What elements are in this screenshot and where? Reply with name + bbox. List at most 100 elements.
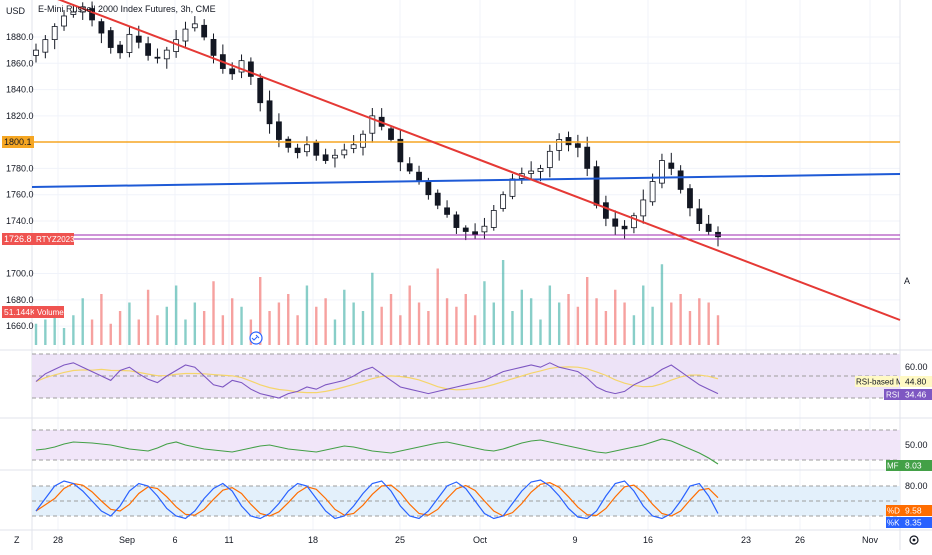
d-value-label: %D 9.58: [886, 505, 932, 516]
volume-bar: [324, 298, 327, 345]
candle: [500, 191, 507, 212]
candle: [462, 225, 469, 241]
volume-bar: [698, 298, 701, 345]
price-tick: 1660.0: [6, 321, 34, 331]
volume-bar: [417, 302, 421, 345]
candle: [388, 125, 394, 143]
volume-bar: [72, 315, 75, 345]
candle: [612, 210, 619, 236]
corner-a[interactable]: A: [904, 276, 910, 286]
price-tick: 1860.0: [6, 58, 34, 68]
mf-pane[interactable]: [32, 429, 900, 465]
time-tick: 28: [53, 535, 63, 545]
gear-icon[interactable]: [909, 535, 919, 545]
volume-bar: [193, 302, 197, 345]
volume-bar: [632, 315, 636, 345]
volume-bar: [184, 319, 187, 345]
volume-bar: [259, 277, 262, 345]
volume-bar: [483, 281, 486, 345]
last-price-badge: 1726.8 RTYZ2023: [2, 233, 75, 245]
blue-trendline[interactable]: [31, 173, 901, 188]
price-tick: 1780.0: [6, 163, 34, 173]
volume-bar: [520, 289, 524, 345]
svg-text:9.58: 9.58: [905, 506, 922, 516]
volume-bar: [305, 285, 309, 345]
candlesticks: [33, 1, 721, 247]
volume-bar: [333, 319, 337, 345]
candle: [434, 189, 441, 210]
volume-bar: [688, 311, 692, 345]
candle: [89, 1, 95, 27]
volume-bar: [707, 302, 710, 345]
volume-bar: [268, 311, 271, 345]
candle: [126, 26, 133, 58]
volume-bar: [371, 272, 374, 345]
currency-label: USD: [6, 6, 26, 16]
svg-text:1726.8: 1726.8: [4, 234, 32, 244]
volume-bar: [576, 306, 580, 345]
volume-bar: [679, 294, 682, 345]
volume-bar: [137, 319, 140, 345]
volume-bar: [548, 285, 552, 345]
stoch-pane[interactable]: [32, 479, 900, 520]
candle: [444, 200, 450, 218]
candle: [687, 184, 693, 217]
red-trendline[interactable]: [34, 0, 901, 321]
volume-bar: [296, 315, 299, 345]
price-tick: 1840.0: [6, 85, 34, 95]
time-tick: 9: [572, 535, 577, 545]
volume-bar: [249, 319, 253, 345]
volume-bar: [436, 268, 439, 345]
volume-bar: [44, 319, 47, 345]
candle: [350, 135, 357, 154]
candle: [705, 214, 712, 236]
price-tick: 1880.0: [6, 32, 34, 42]
candle: [397, 130, 404, 172]
volume-bars: [34, 260, 720, 345]
volume-bar: [118, 311, 122, 345]
candle: [98, 18, 105, 44]
candle: [528, 161, 535, 181]
volume-bar: [670, 302, 673, 345]
rsi-value-label: RSI 34.46: [884, 389, 932, 400]
candle: [659, 153, 665, 189]
candle: [304, 136, 310, 157]
volume-bar: [529, 298, 533, 345]
volume-bar: [343, 289, 346, 345]
rsi-pane[interactable]: [32, 353, 900, 399]
candle: [107, 27, 114, 54]
svg-text:44.80: 44.80: [905, 377, 927, 387]
volume-bar: [53, 306, 56, 345]
volume-bar: [642, 285, 645, 345]
volume-bar: [595, 298, 598, 345]
candle: [247, 57, 254, 85]
volume-bar: [660, 264, 664, 345]
corner-z[interactable]: Z: [14, 535, 20, 545]
candle: [677, 165, 684, 194]
stoch-tick: 80.00: [905, 481, 928, 491]
candle: [406, 157, 413, 175]
candle: [322, 148, 329, 164]
time-axis[interactable]: 28 Sep 6 11 18 25 Oct 9 16 23 26 Nov: [53, 535, 879, 545]
candle: [332, 149, 338, 168]
price-tick: 1680.0: [6, 295, 34, 305]
candle: [556, 133, 563, 161]
candle: [294, 143, 301, 159]
volume-bar: [408, 285, 411, 345]
volume-bar: [399, 315, 402, 345]
price-axis[interactable]: 1880.0 1860.0 1840.0 1820.0 1780.0 1760.0 1740…: [6, 32, 34, 331]
svg-text:MF: MF: [887, 462, 899, 471]
candle: [145, 36, 152, 61]
volume-bar: [511, 311, 514, 345]
candle: [453, 211, 460, 234]
time-tick: 26: [795, 535, 805, 545]
volume-bar: [315, 306, 318, 345]
svg-text:RSI-based MA: RSI-based MA: [856, 378, 909, 387]
svg-text:%D: %D: [887, 507, 900, 516]
zoom-in-icon[interactable]: [249, 331, 263, 345]
k-value-label: %K 8.35: [886, 517, 932, 528]
candle: [163, 46, 170, 69]
volume-bar: [716, 315, 720, 345]
